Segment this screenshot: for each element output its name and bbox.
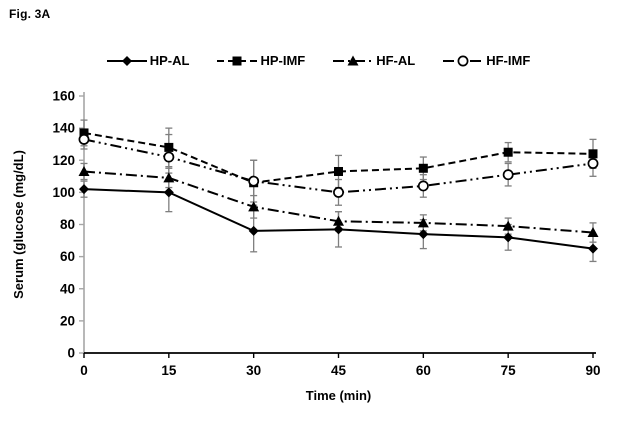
open-circle-marker	[457, 55, 469, 66]
x-tick-label: 30	[246, 363, 261, 378]
triangle-marker	[248, 201, 260, 212]
legend-marker-triangle-filled	[333, 55, 374, 65]
diamond-marker	[79, 184, 89, 195]
x-tick-label: 15	[161, 363, 177, 378]
triangle-marker	[417, 217, 429, 228]
open-circle-marker	[417, 180, 429, 192]
open-circle-marker	[333, 186, 344, 198]
square-marker	[503, 147, 513, 157]
triangle-marker	[78, 165, 90, 176]
legend-marker-circle-open	[443, 55, 484, 66]
y-tick-label: 60	[60, 249, 75, 264]
x-axis: 0 15 30 45 60 75 90	[80, 352, 601, 378]
y-tick-label: 80	[60, 217, 75, 232]
x-axis-title: Time (min)	[306, 388, 372, 403]
chart-legend: HP-AL HP-IMF HF-AL HF-IMF	[0, 53, 636, 68]
diamond-marker	[248, 225, 259, 236]
legend-marker-square-filled	[217, 56, 258, 65]
legend-label: HP-AL	[149, 53, 190, 68]
open-circle-marker	[502, 169, 514, 181]
legend-marker-diamond-filled	[106, 55, 147, 66]
x-tick-label: 0	[80, 363, 88, 378]
diamond-marker	[333, 224, 344, 235]
y-tick-label: 0	[67, 346, 75, 361]
x-tick-label: 75	[501, 363, 517, 378]
diamond-marker	[121, 55, 132, 66]
series-hf-imf	[78, 133, 599, 198]
y-tick-label: 140	[52, 121, 75, 136]
x-tick-label: 90	[585, 363, 600, 378]
diamond-marker	[163, 187, 174, 198]
legend-label: HP-IMF	[260, 53, 306, 68]
diamond-marker	[503, 232, 514, 243]
x-tick-label: 45	[331, 363, 347, 378]
y-tick-label: 160	[52, 89, 75, 104]
y-tick-label: 20	[60, 313, 75, 328]
triangle-marker	[347, 55, 359, 65]
open-circle-marker	[78, 133, 90, 145]
diamond-marker	[588, 243, 598, 254]
legend-label: HF-IMF	[486, 53, 531, 68]
axis-titles: Time (min) Serum (glucose (mg/dL)	[11, 150, 371, 403]
triangle-marker	[502, 220, 514, 231]
legend-item-hp-imf: HP-IMF	[216, 53, 305, 68]
y-tick-label: 120	[52, 153, 75, 168]
diamond-marker	[418, 229, 429, 240]
legend-item-hp-al: HP-AL	[106, 53, 190, 68]
square-marker	[588, 149, 598, 159]
y-tick-label: 100	[52, 185, 75, 200]
square-marker	[79, 128, 89, 138]
square-marker	[232, 56, 242, 65]
y-tick-label: 40	[60, 281, 75, 296]
triangle-marker	[163, 172, 175, 183]
y-axis: 0 20 40 60 80 100 120 140 160	[52, 89, 85, 361]
square-marker	[164, 142, 174, 152]
legend-item-hf-al: HF-AL	[332, 53, 415, 68]
legend-item-hf-imf: HF-IMF	[442, 53, 530, 68]
legend-label: HF-AL	[376, 53, 416, 68]
open-circle-marker	[248, 175, 260, 187]
triangle-marker	[333, 215, 344, 226]
open-circle-marker	[587, 158, 599, 169]
square-marker	[334, 166, 343, 176]
x-tick-label: 60	[416, 363, 431, 378]
open-circle-marker	[163, 151, 175, 163]
y-axis-title: Serum (glucose (mg/dL)	[11, 150, 26, 299]
series-hf-al	[78, 165, 599, 238]
series-hp-al	[79, 184, 598, 254]
figure-label: Fig. 3A	[9, 7, 51, 21]
square-marker	[418, 163, 428, 173]
triangle-marker	[587, 227, 599, 238]
